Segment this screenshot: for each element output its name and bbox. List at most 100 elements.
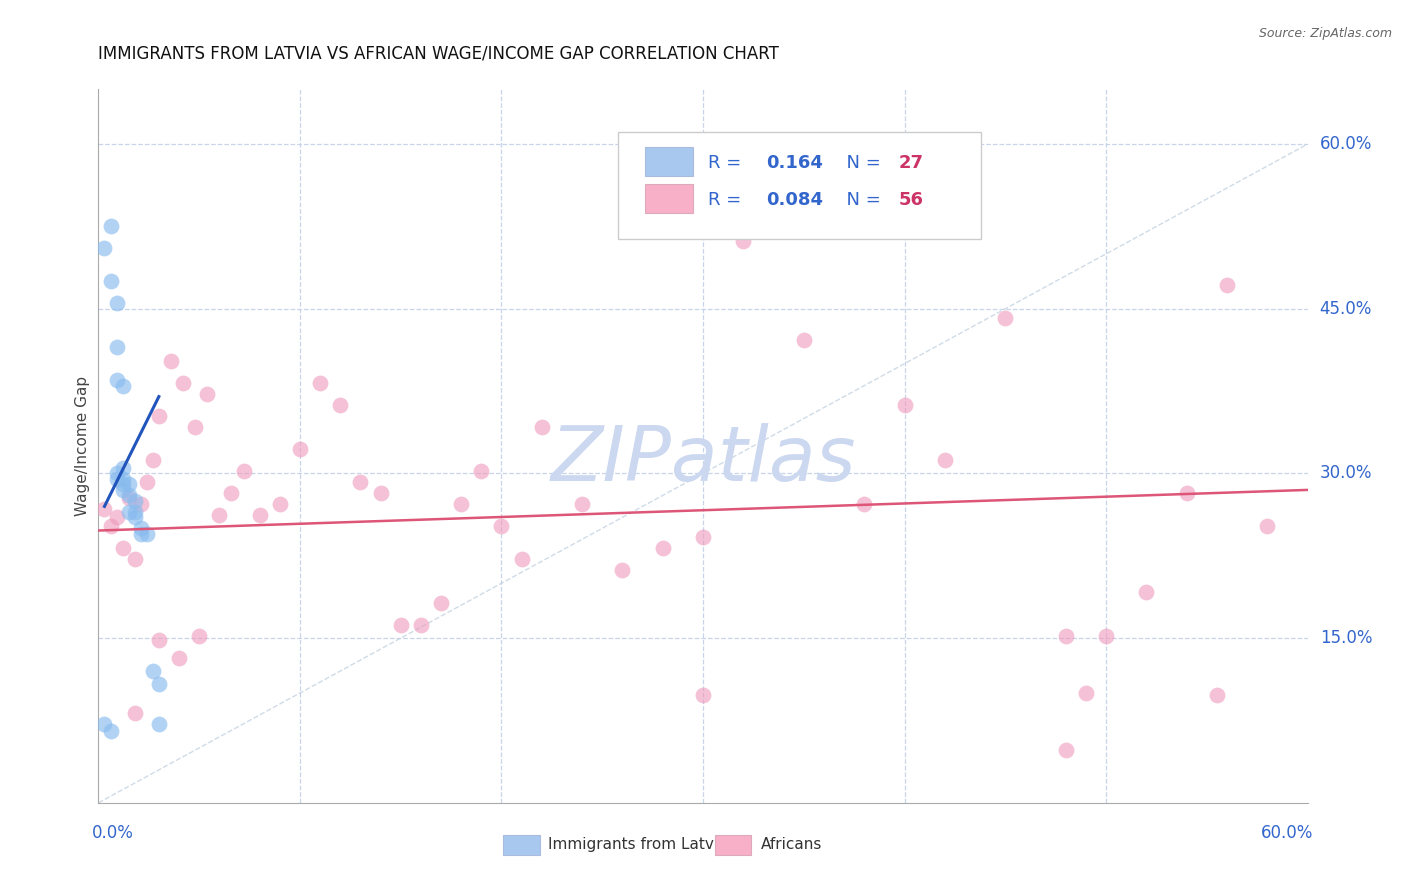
- Point: [148, 677, 170, 691]
- Point: [105, 296, 128, 310]
- Point: [111, 477, 134, 491]
- Point: [124, 706, 146, 720]
- Point: [100, 274, 122, 288]
- Point: [1175, 486, 1198, 500]
- Text: IMMIGRANTS FROM LATVIA VS AFRICAN WAGE/INCOME GAP CORRELATION CHART: IMMIGRANTS FROM LATVIA VS AFRICAN WAGE/I…: [98, 45, 779, 62]
- Text: R =: R =: [707, 191, 752, 209]
- Point: [105, 510, 128, 524]
- Text: Source: ZipAtlas.com: Source: ZipAtlas.com: [1258, 27, 1392, 40]
- Point: [124, 510, 146, 524]
- Point: [692, 530, 714, 544]
- Text: Immigrants from Latvia: Immigrants from Latvia: [548, 838, 728, 853]
- FancyBboxPatch shape: [503, 835, 540, 855]
- Point: [349, 475, 371, 490]
- Text: 56: 56: [898, 191, 924, 209]
- Point: [118, 477, 141, 491]
- Y-axis label: Wage/Income Gap: Wage/Income Gap: [75, 376, 90, 516]
- Point: [111, 483, 134, 497]
- Point: [470, 464, 492, 478]
- Text: 0.084: 0.084: [766, 191, 823, 209]
- Text: N =: N =: [835, 191, 886, 209]
- Text: 45.0%: 45.0%: [1320, 300, 1372, 318]
- Point: [111, 541, 134, 555]
- Point: [491, 519, 513, 533]
- Point: [1135, 585, 1157, 599]
- Text: ZIPatlas: ZIPatlas: [550, 424, 856, 497]
- Point: [142, 664, 165, 678]
- Point: [994, 310, 1017, 325]
- Point: [124, 494, 146, 508]
- Point: [1216, 277, 1239, 292]
- Text: R =: R =: [707, 153, 752, 171]
- Text: 60.0%: 60.0%: [1320, 135, 1372, 153]
- Point: [288, 442, 311, 457]
- Point: [269, 497, 291, 511]
- Point: [124, 505, 146, 519]
- Point: [893, 398, 915, 412]
- Text: 60.0%: 60.0%: [1261, 824, 1313, 842]
- Point: [934, 453, 956, 467]
- Point: [142, 453, 165, 467]
- Point: [221, 486, 243, 500]
- Point: [105, 373, 128, 387]
- Point: [129, 526, 152, 541]
- Text: N =: N =: [835, 153, 886, 171]
- Point: [651, 541, 673, 555]
- FancyBboxPatch shape: [645, 184, 693, 212]
- Point: [208, 508, 231, 523]
- Text: 30.0%: 30.0%: [1320, 465, 1372, 483]
- Point: [93, 716, 115, 731]
- Point: [1054, 629, 1077, 643]
- Point: [733, 234, 755, 248]
- Point: [118, 491, 141, 505]
- Point: [612, 563, 634, 577]
- Text: 0.0%: 0.0%: [93, 824, 134, 842]
- Point: [1256, 519, 1278, 533]
- Point: [1074, 686, 1097, 700]
- Point: [118, 488, 141, 502]
- Point: [100, 519, 122, 533]
- Point: [148, 633, 170, 648]
- Point: [111, 472, 134, 486]
- Text: 27: 27: [898, 153, 924, 171]
- Point: [135, 526, 157, 541]
- Point: [430, 596, 453, 610]
- Point: [409, 618, 432, 632]
- Point: [100, 724, 122, 739]
- FancyBboxPatch shape: [716, 835, 751, 855]
- Point: [148, 409, 170, 424]
- Point: [1054, 743, 1077, 757]
- Point: [129, 497, 152, 511]
- Point: [195, 387, 218, 401]
- Point: [118, 505, 141, 519]
- Point: [370, 486, 392, 500]
- Point: [692, 688, 714, 702]
- Point: [232, 464, 254, 478]
- Point: [249, 508, 271, 523]
- Point: [148, 716, 170, 731]
- Text: Africans: Africans: [761, 838, 823, 853]
- Point: [93, 241, 115, 255]
- FancyBboxPatch shape: [619, 132, 981, 239]
- Point: [135, 475, 157, 490]
- Point: [793, 333, 815, 347]
- Point: [1095, 629, 1118, 643]
- Point: [571, 497, 593, 511]
- Point: [530, 420, 553, 434]
- Point: [184, 420, 207, 434]
- Point: [1206, 688, 1229, 702]
- Point: [105, 467, 128, 481]
- Point: [853, 497, 876, 511]
- Point: [111, 461, 134, 475]
- Text: 15.0%: 15.0%: [1320, 629, 1372, 647]
- Point: [167, 651, 190, 665]
- Point: [93, 501, 115, 516]
- Point: [309, 376, 332, 391]
- Point: [172, 376, 194, 391]
- Point: [105, 472, 128, 486]
- Point: [129, 521, 152, 535]
- Point: [111, 378, 134, 392]
- Point: [450, 497, 472, 511]
- Point: [389, 618, 412, 632]
- Point: [160, 354, 183, 368]
